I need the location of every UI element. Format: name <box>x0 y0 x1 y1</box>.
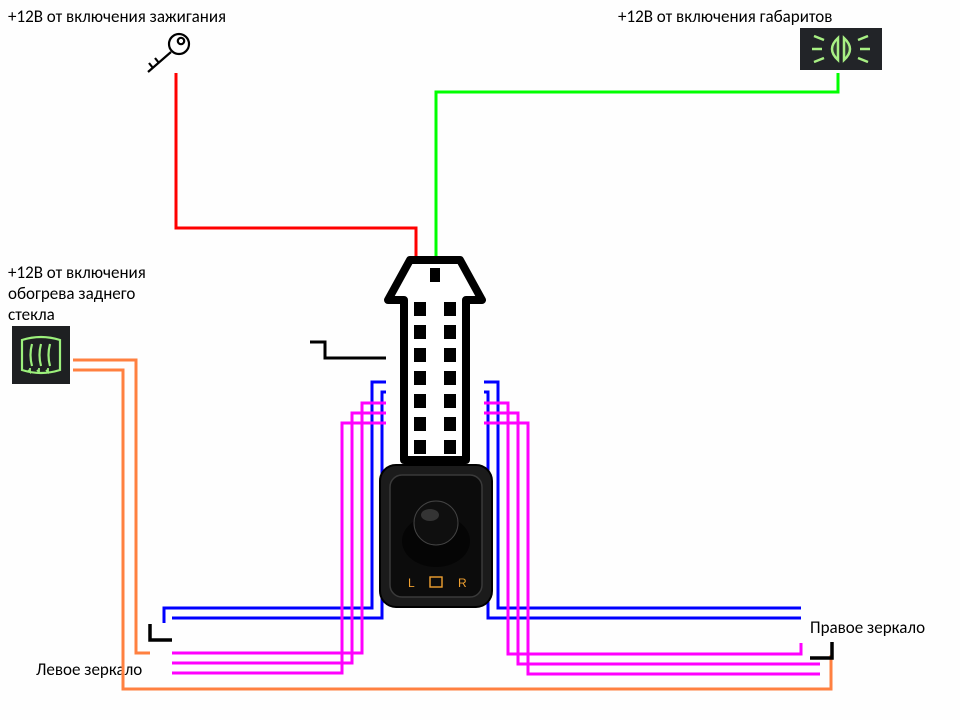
gnd-left-icon <box>150 624 172 640</box>
wiring-diagram: { "canvas": { "width": 960, "height": 72… <box>0 0 960 720</box>
gnd-right-icon <box>810 642 832 658</box>
ground-symbols <box>0 0 960 720</box>
